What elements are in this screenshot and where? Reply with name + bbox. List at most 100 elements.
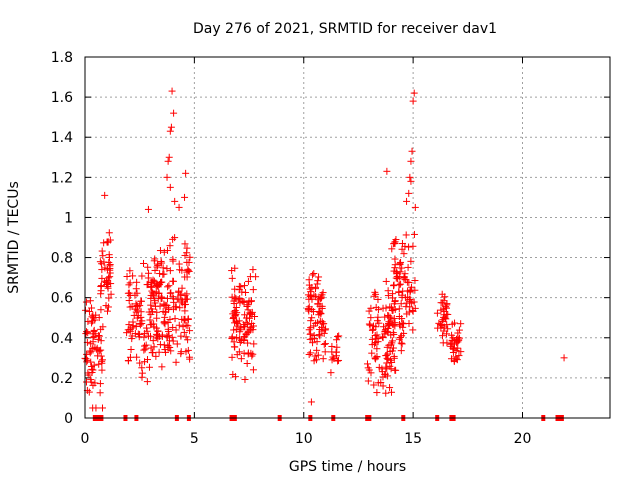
data-point [410, 89, 418, 97]
data-point [160, 248, 168, 256]
data-point [137, 297, 145, 305]
data-point [372, 290, 380, 298]
axis-ticks: 0 0.2 0.4 0.6 0.8 1 1.2 1.4 1.6 1.8 0 5 10 15 20 [51, 50, 610, 447]
data-point [314, 351, 322, 359]
data-point [374, 379, 382, 387]
data-point [134, 330, 142, 338]
data-point [387, 304, 395, 312]
data-point [125, 297, 133, 305]
data-point [101, 191, 109, 199]
data-point [182, 333, 190, 341]
data-point [140, 342, 148, 350]
data-point [181, 240, 189, 248]
data-point [97, 283, 105, 291]
data-point [390, 239, 398, 247]
data-point [244, 349, 252, 357]
data-point [181, 295, 189, 303]
data-point [234, 322, 242, 330]
data-point [149, 337, 157, 345]
data-point [368, 326, 376, 334]
data-point [154, 261, 162, 269]
data-point [146, 332, 154, 340]
data-point [374, 313, 382, 321]
data-point [183, 258, 191, 266]
data-point [133, 353, 141, 361]
data-point [433, 309, 441, 317]
data-point [386, 384, 394, 392]
data-point [334, 357, 342, 365]
data-point [397, 300, 405, 308]
data-point [171, 315, 179, 323]
data-point [395, 305, 403, 313]
data-point [126, 303, 134, 311]
data-point [145, 363, 153, 371]
data-point [382, 389, 390, 397]
data-point [320, 329, 328, 337]
data-point [249, 266, 257, 274]
data-point [163, 173, 171, 181]
data-point [91, 343, 99, 351]
data-point [372, 323, 380, 331]
data-point [381, 313, 389, 321]
data-point [407, 177, 415, 185]
data-point [100, 239, 108, 247]
data-point [169, 293, 177, 301]
data-point [98, 247, 106, 255]
data-point [126, 279, 134, 287]
data-point [95, 314, 103, 322]
data-point [172, 358, 180, 366]
data-point [106, 260, 114, 268]
data-point [164, 157, 172, 165]
data-point [306, 330, 314, 338]
data-point [104, 238, 112, 246]
data-point [444, 325, 452, 333]
data-point [96, 380, 104, 388]
x-tick-label: 20 [514, 431, 532, 447]
data-point [178, 297, 186, 305]
data-point [247, 310, 255, 318]
data-point [382, 363, 390, 371]
data-point [379, 304, 387, 312]
data-point [244, 277, 252, 285]
data-point [320, 320, 328, 328]
data-point [387, 316, 395, 324]
data-point [235, 282, 243, 290]
data-point [92, 311, 100, 319]
data-point [91, 379, 99, 387]
data-point [82, 298, 90, 306]
data-point [246, 325, 254, 333]
data-point [388, 339, 396, 347]
data-point [381, 330, 389, 338]
data-point [242, 330, 250, 338]
data-point [241, 375, 249, 383]
data-point [396, 259, 404, 267]
data-point [333, 343, 341, 351]
y-axis-label: SRMTID / TECUs [6, 181, 22, 294]
data-point [368, 335, 376, 343]
data-point [306, 285, 314, 293]
data-point [163, 265, 171, 273]
data-point [388, 320, 396, 328]
data-point [401, 242, 409, 250]
data-point [305, 295, 313, 303]
data-point [86, 297, 94, 305]
data-point [166, 127, 174, 135]
data-point [335, 356, 343, 364]
data-point [132, 285, 140, 293]
data-point [386, 356, 394, 364]
data-point [240, 321, 248, 329]
data-point [244, 306, 252, 314]
data-point [398, 315, 406, 323]
data-point [160, 270, 168, 278]
data-point [390, 267, 398, 275]
data-point [136, 321, 144, 329]
data-point [439, 339, 447, 347]
data-point [375, 363, 383, 371]
data-point [233, 351, 241, 359]
data-point [438, 332, 446, 340]
data-point [228, 274, 236, 282]
data-point [155, 332, 163, 340]
data-point [176, 304, 184, 312]
data-point [96, 389, 104, 397]
data-point [244, 339, 252, 347]
